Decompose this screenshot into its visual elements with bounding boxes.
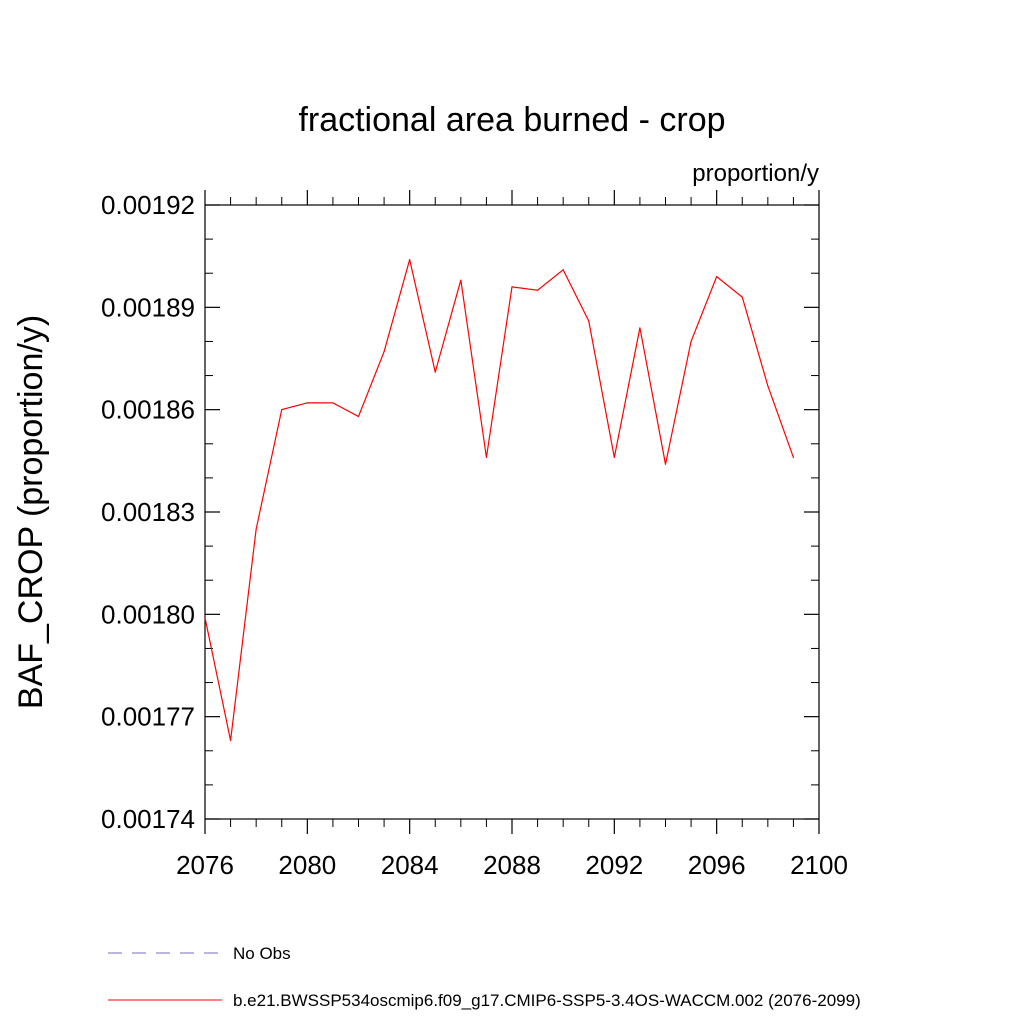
data-point [716,276,718,278]
data-point [767,385,769,387]
units-label: proportion/y [692,160,819,187]
x-tick-label: 2084 [381,850,439,880]
data-point [562,269,564,271]
y-axis: 0.00174 0.00177 0.00180 0.00183 0.00186 0.001… [101,190,819,834]
data-point [613,456,615,459]
chart-title: fractional area burned - crop [298,101,725,139]
y-axis-label: BAF_CROP (proportion/y) [12,315,50,709]
y-tick-label: 0.00174 [101,804,195,834]
x-tick-label: 2100 [790,850,848,880]
data-point [511,286,513,288]
y-tick-label: 0.00180 [101,599,195,629]
y-tick-label: 0.00186 [101,395,195,425]
data-point [741,296,743,298]
plot-frame [204,204,820,820]
data-point [690,340,692,343]
x-tick-label: 2096 [688,850,746,880]
y-tick-label: 0.00177 [101,702,195,732]
data-point [792,456,795,459]
data-point [229,739,232,742]
y-tick-label: 0.00192 [101,190,195,220]
data-point [306,402,308,404]
data-point [588,320,590,322]
data-point [409,258,411,261]
legend: No Obs b.e21.BWSSP534oscmip6.f09_g17.CMI… [108,944,861,1010]
data-point [664,463,667,465]
data-point [383,351,385,353]
series-line-1 [204,259,794,741]
data-point [434,371,436,373]
data-point [281,409,283,411]
data-point [204,617,206,619]
y-tick-label: 0.00189 [101,292,195,322]
x-tick-label: 2080 [278,850,336,880]
legend-label-model: b.e21.BWSSP534oscmip6.f09_g17.CMIP6-SSP5… [233,991,861,1010]
data-point [460,279,462,281]
data-point [639,327,641,329]
data-point [536,289,539,291]
y-tick-label: 0.00183 [101,497,195,527]
legend-label-no-obs: No Obs [233,944,291,963]
data-point [485,456,488,459]
x-axis: 2076 2080 2084 2088 2092 2096 2100 [176,190,848,880]
x-tick-label: 2088 [483,850,541,880]
x-tick-label: 2092 [585,850,643,880]
series-layer [204,258,795,742]
x-tick-label: 2076 [176,850,234,880]
data-point [357,415,360,418]
data-point [255,528,257,530]
data-point [332,402,334,404]
